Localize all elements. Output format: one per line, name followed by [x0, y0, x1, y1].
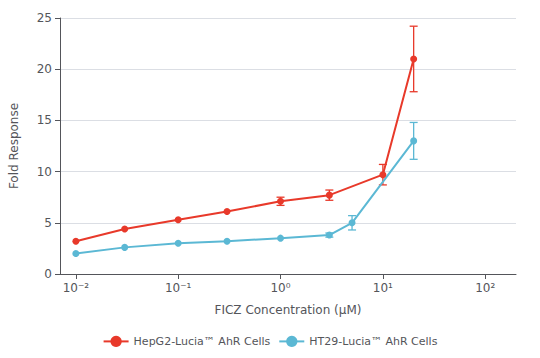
svg-text:20: 20 — [37, 62, 52, 76]
svg-text:10⁰: 10⁰ — [270, 281, 290, 295]
svg-text:15: 15 — [37, 113, 52, 127]
svg-text:10⁻¹: 10⁻¹ — [165, 281, 192, 295]
svg-text:10: 10 — [37, 165, 52, 179]
svg-text:10⁻²: 10⁻² — [63, 281, 90, 295]
svg-text:HepG2-Lucia™ AhR Cells: HepG2-Lucia™ AhR Cells — [134, 335, 271, 348]
svg-text:5: 5 — [44, 216, 52, 230]
svg-text:Fold Response: Fold Response — [7, 103, 21, 189]
svg-text:10²: 10² — [475, 281, 495, 295]
svg-text:HT29-Lucia™ AhR Cells: HT29-Lucia™ AhR Cells — [309, 335, 437, 348]
svg-text:10¹: 10¹ — [373, 281, 393, 295]
svg-text:0: 0 — [44, 267, 52, 281]
svg-text:25: 25 — [37, 11, 52, 25]
svg-text:FICZ Concentration (μM): FICZ Concentration (μM) — [215, 303, 362, 317]
